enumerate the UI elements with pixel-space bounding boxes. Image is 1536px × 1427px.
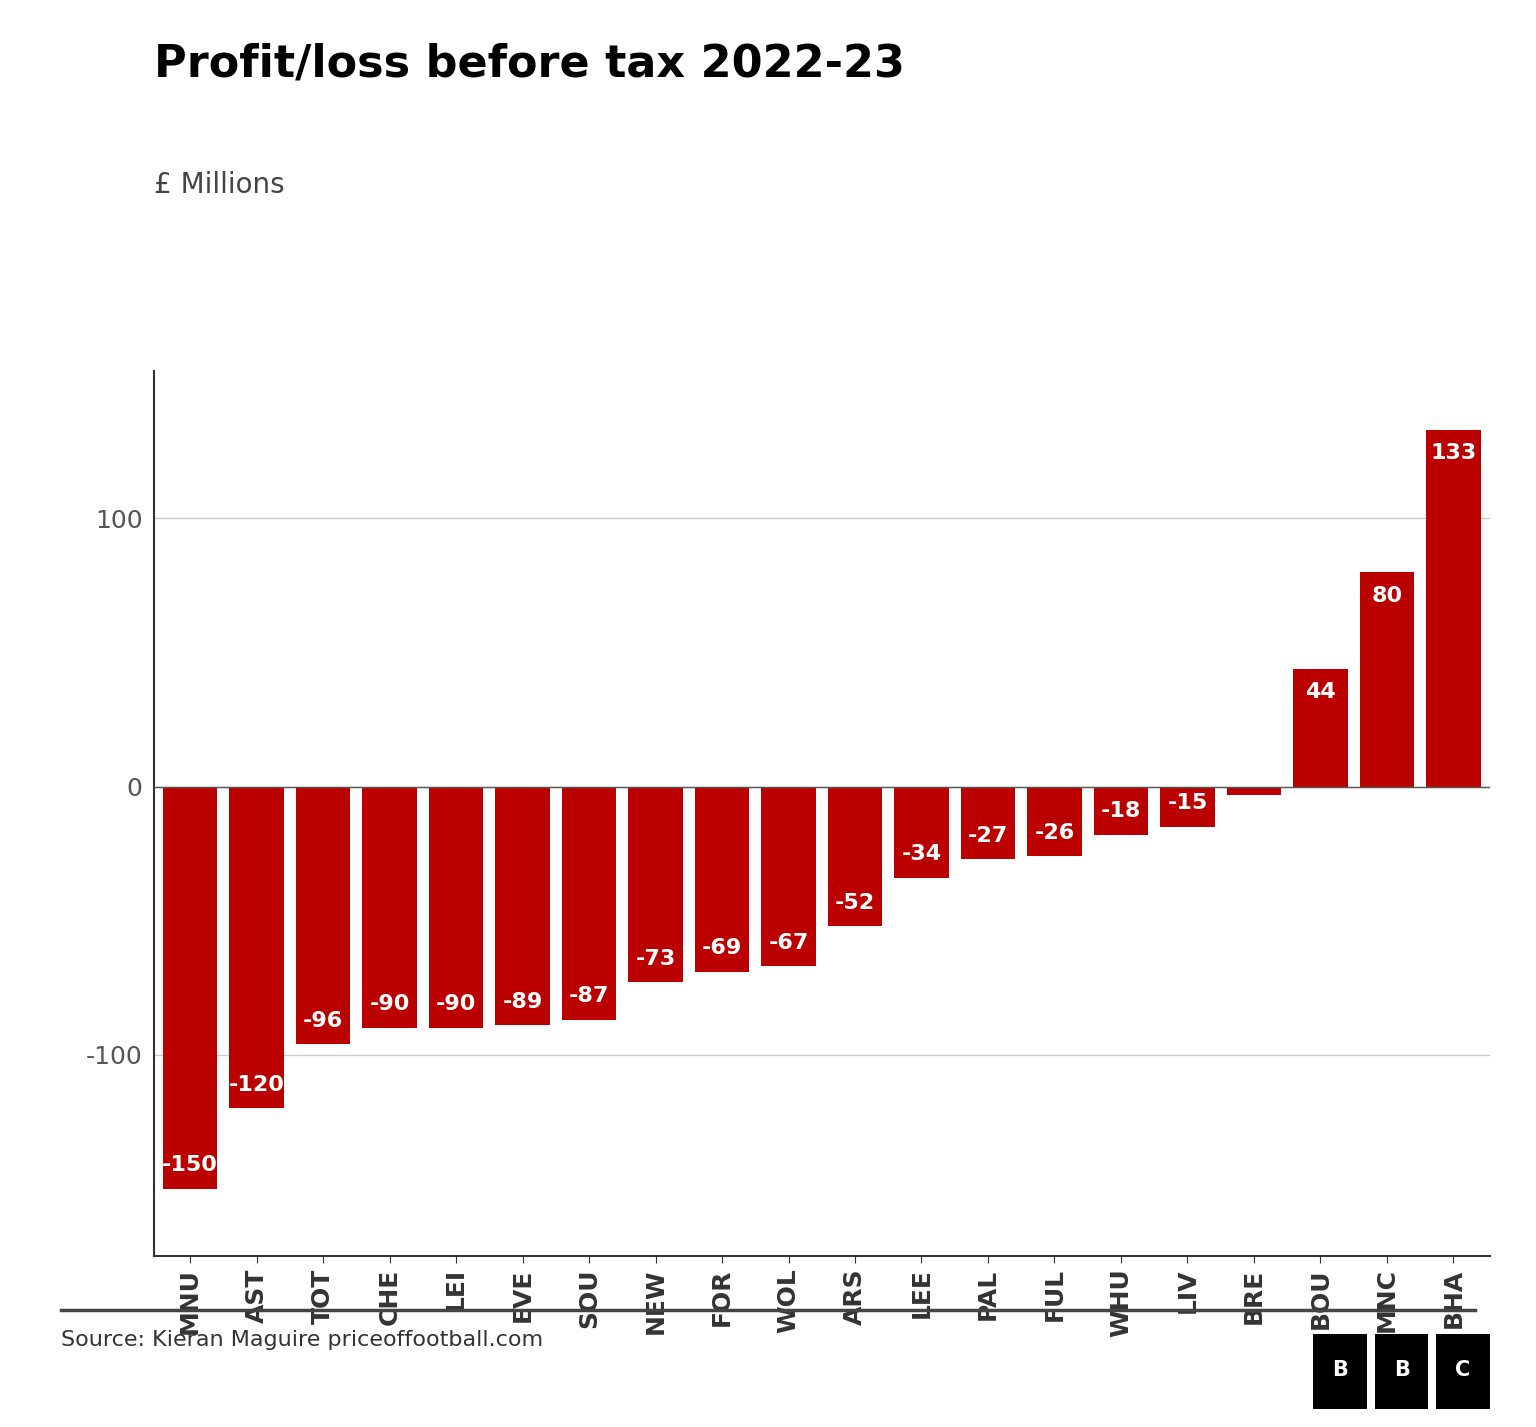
Bar	[163, 786, 218, 1189]
Text: -69: -69	[702, 938, 742, 958]
Text: -96: -96	[303, 1010, 343, 1030]
Text: B: B	[1332, 1360, 1349, 1380]
Text: -89: -89	[502, 992, 542, 1012]
Bar	[628, 786, 684, 982]
Bar	[828, 786, 882, 926]
Text: 44: 44	[1306, 682, 1336, 702]
Text: 80: 80	[1372, 585, 1402, 605]
Text: -18: -18	[1101, 802, 1141, 822]
Bar	[229, 786, 284, 1109]
Bar	[296, 786, 350, 1045]
Bar	[1425, 430, 1481, 786]
Text: -73: -73	[636, 949, 676, 969]
Text: -120: -120	[229, 1075, 284, 1095]
Bar	[894, 786, 949, 878]
Text: -67: -67	[768, 933, 809, 953]
Text: B: B	[1393, 1360, 1410, 1380]
Text: -90: -90	[370, 995, 410, 1015]
Text: -150: -150	[163, 1156, 218, 1176]
Text: -52: -52	[836, 892, 876, 913]
Text: -26: -26	[1034, 823, 1075, 843]
Text: -27: -27	[968, 826, 1008, 846]
Bar	[495, 786, 550, 1025]
Text: -87: -87	[568, 986, 610, 1006]
Text: £ Millions: £ Millions	[154, 171, 284, 200]
Bar	[429, 786, 484, 1027]
Text: Source: Kieran Maguire priceoffootball.com: Source: Kieran Maguire priceoffootball.c…	[61, 1330, 544, 1350]
Bar	[1028, 786, 1081, 856]
Bar	[1359, 572, 1415, 786]
Text: -3: -3	[1241, 761, 1266, 781]
FancyBboxPatch shape	[1436, 1334, 1490, 1408]
Text: -90: -90	[436, 995, 476, 1015]
Bar	[362, 786, 416, 1027]
Text: -34: -34	[902, 845, 942, 865]
Bar	[762, 786, 816, 966]
FancyBboxPatch shape	[1313, 1334, 1367, 1408]
Bar	[1160, 786, 1215, 826]
Bar	[694, 786, 750, 972]
Text: 133: 133	[1430, 444, 1476, 464]
FancyBboxPatch shape	[1375, 1334, 1428, 1408]
Bar	[960, 786, 1015, 859]
Bar	[1094, 786, 1149, 835]
Text: Profit/loss before tax 2022-23: Profit/loss before tax 2022-23	[154, 43, 905, 86]
Bar	[562, 786, 616, 1020]
Bar	[1293, 669, 1347, 786]
Text: C: C	[1456, 1360, 1470, 1380]
Bar	[1227, 786, 1281, 795]
Text: -15: -15	[1167, 793, 1207, 813]
